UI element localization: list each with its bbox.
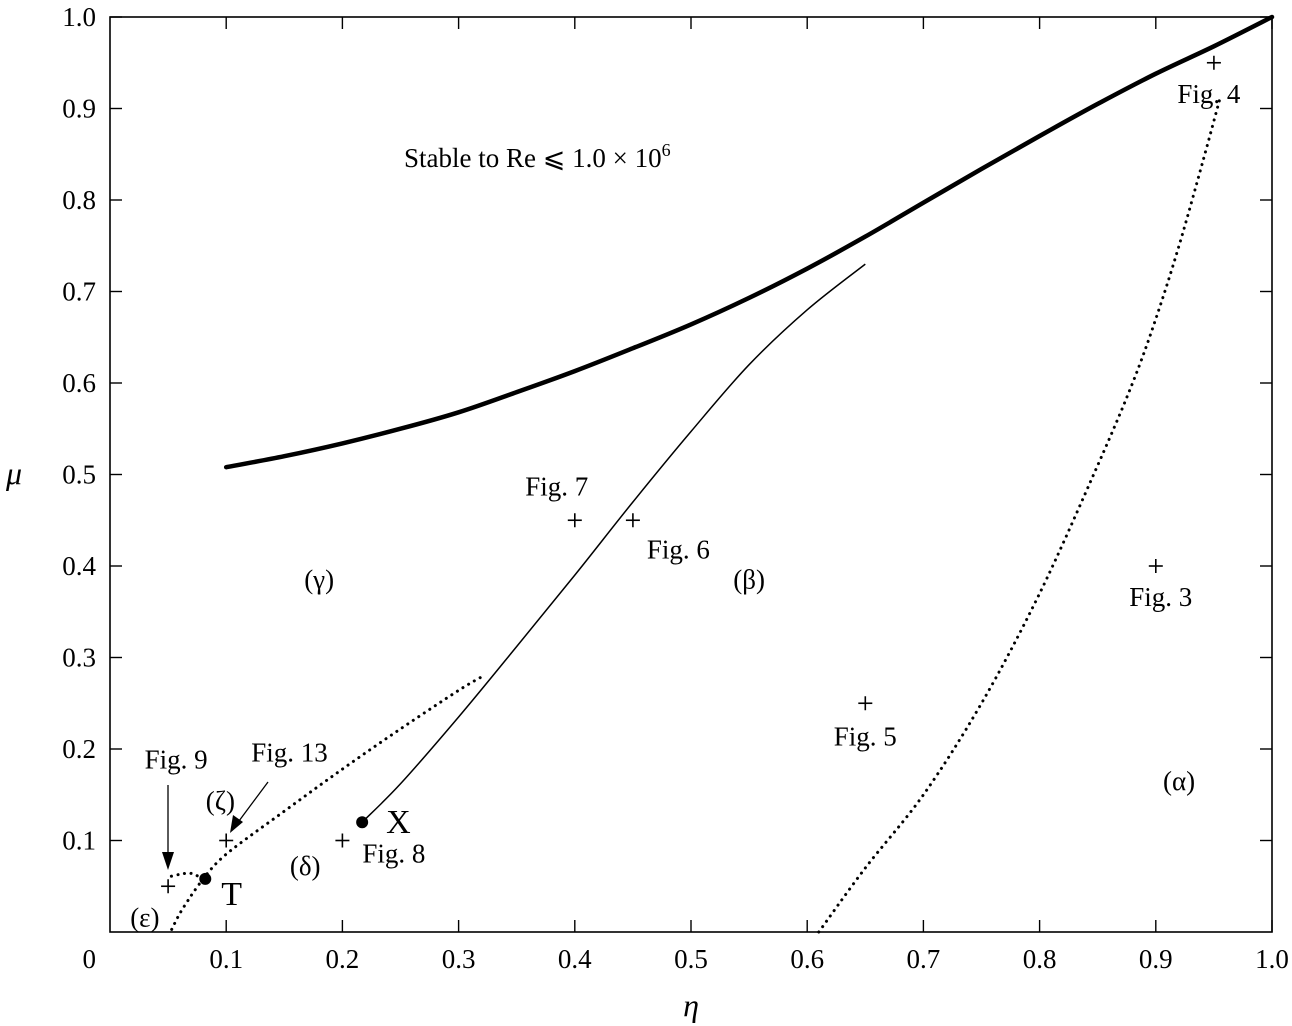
tick-layer bbox=[110, 16, 1273, 932]
x-tick-label: 1.0 bbox=[1255, 944, 1289, 974]
series-line-3 bbox=[201, 675, 484, 881]
stability-annotation-exponent: 6 bbox=[662, 140, 671, 160]
region-label: (β) bbox=[733, 565, 765, 595]
origin-label: 0 bbox=[83, 944, 97, 974]
region-label: (ζ) bbox=[206, 786, 235, 816]
stability-annotation-text: Stable to Re ⩽ 1.0 × 10 bbox=[404, 143, 662, 173]
x-tick-label: 0.5 bbox=[674, 944, 708, 974]
region-label: (ε) bbox=[130, 902, 159, 932]
region-label: (δ) bbox=[290, 851, 321, 881]
arrow-layer bbox=[162, 781, 269, 870]
y-tick-label: 0.9 bbox=[62, 94, 96, 124]
marker-label: Fig. 8 bbox=[362, 839, 425, 869]
y-tick-label: 0.7 bbox=[62, 277, 96, 307]
y-tick-label: 0.5 bbox=[62, 460, 96, 490]
x-tick-label: 0.6 bbox=[790, 944, 824, 974]
y-tick-label: 0.6 bbox=[62, 368, 96, 398]
marker-label: Fig. 4 bbox=[1177, 79, 1241, 109]
x-tick-label: 0.2 bbox=[326, 944, 360, 974]
y-tick-label: 0.3 bbox=[62, 643, 96, 673]
series-line-1 bbox=[361, 263, 866, 823]
x-axis-title: η bbox=[683, 987, 699, 1023]
region-label: (γ) bbox=[304, 565, 334, 595]
series-line-5 bbox=[168, 877, 205, 934]
point-marker-8 bbox=[356, 816, 369, 829]
y-tick-label: 0.8 bbox=[62, 185, 96, 215]
point-marker-9 bbox=[199, 872, 212, 885]
marker-layer bbox=[161, 55, 1221, 894]
marker-label: Fig. 13 bbox=[251, 738, 328, 768]
fig9-arrowhead bbox=[162, 852, 174, 870]
plot-frame bbox=[109, 16, 1273, 933]
region-label-layer: (α) (β) (γ) (δ) (ε) (ζ) bbox=[130, 565, 1195, 933]
marker-label: Fig. 9 bbox=[145, 744, 208, 774]
region-label: (α) bbox=[1163, 766, 1195, 796]
y-tick-label: 0.1 bbox=[62, 826, 96, 856]
tick-label-layer: 0.1 0.2 0.3 0.4 0.5 0.6 0.7 0.8 0.9 1.0 0.1 0.2 0.3 0… bbox=[62, 2, 1289, 974]
y-axis-title: μ bbox=[5, 455, 22, 491]
x-tick-label: 0.3 bbox=[442, 944, 476, 974]
x-tick-label: 0.8 bbox=[1023, 944, 1057, 974]
marker-label: T bbox=[221, 876, 242, 913]
marker-label: X bbox=[386, 804, 411, 841]
series-line-2 bbox=[817, 97, 1222, 934]
marker-label: Fig. 5 bbox=[834, 721, 897, 751]
y-tick-label: 1.0 bbox=[62, 2, 96, 32]
y-tick-label: 0.2 bbox=[62, 734, 96, 764]
series-line-0 bbox=[223, 14, 1275, 470]
marker-label: Fig. 3 bbox=[1129, 582, 1192, 612]
marker-label: Fig. 7 bbox=[525, 471, 588, 501]
x-tick-label: 0.1 bbox=[209, 944, 243, 974]
x-tick-label: 0.9 bbox=[1139, 944, 1173, 974]
x-tick-label: 0.4 bbox=[558, 944, 592, 974]
y-tick-label: 0.4 bbox=[62, 551, 96, 581]
marker-label: Fig. 6 bbox=[647, 534, 710, 564]
fig13-arrow bbox=[235, 781, 269, 826]
x-tick-label: 0.7 bbox=[907, 944, 941, 974]
stability-annotation: Stable to Re ⩽ 1.0 × 106 bbox=[404, 140, 671, 173]
series-line-4 bbox=[166, 871, 205, 881]
curve-layer bbox=[166, 14, 1275, 934]
marker-label-layer: Fig. 4 Fig. 3 Fig. 5 Fig. 6 Fig. 7 Fig. 8 Fig.… bbox=[145, 79, 1241, 913]
fig13-arrowhead bbox=[230, 815, 243, 833]
